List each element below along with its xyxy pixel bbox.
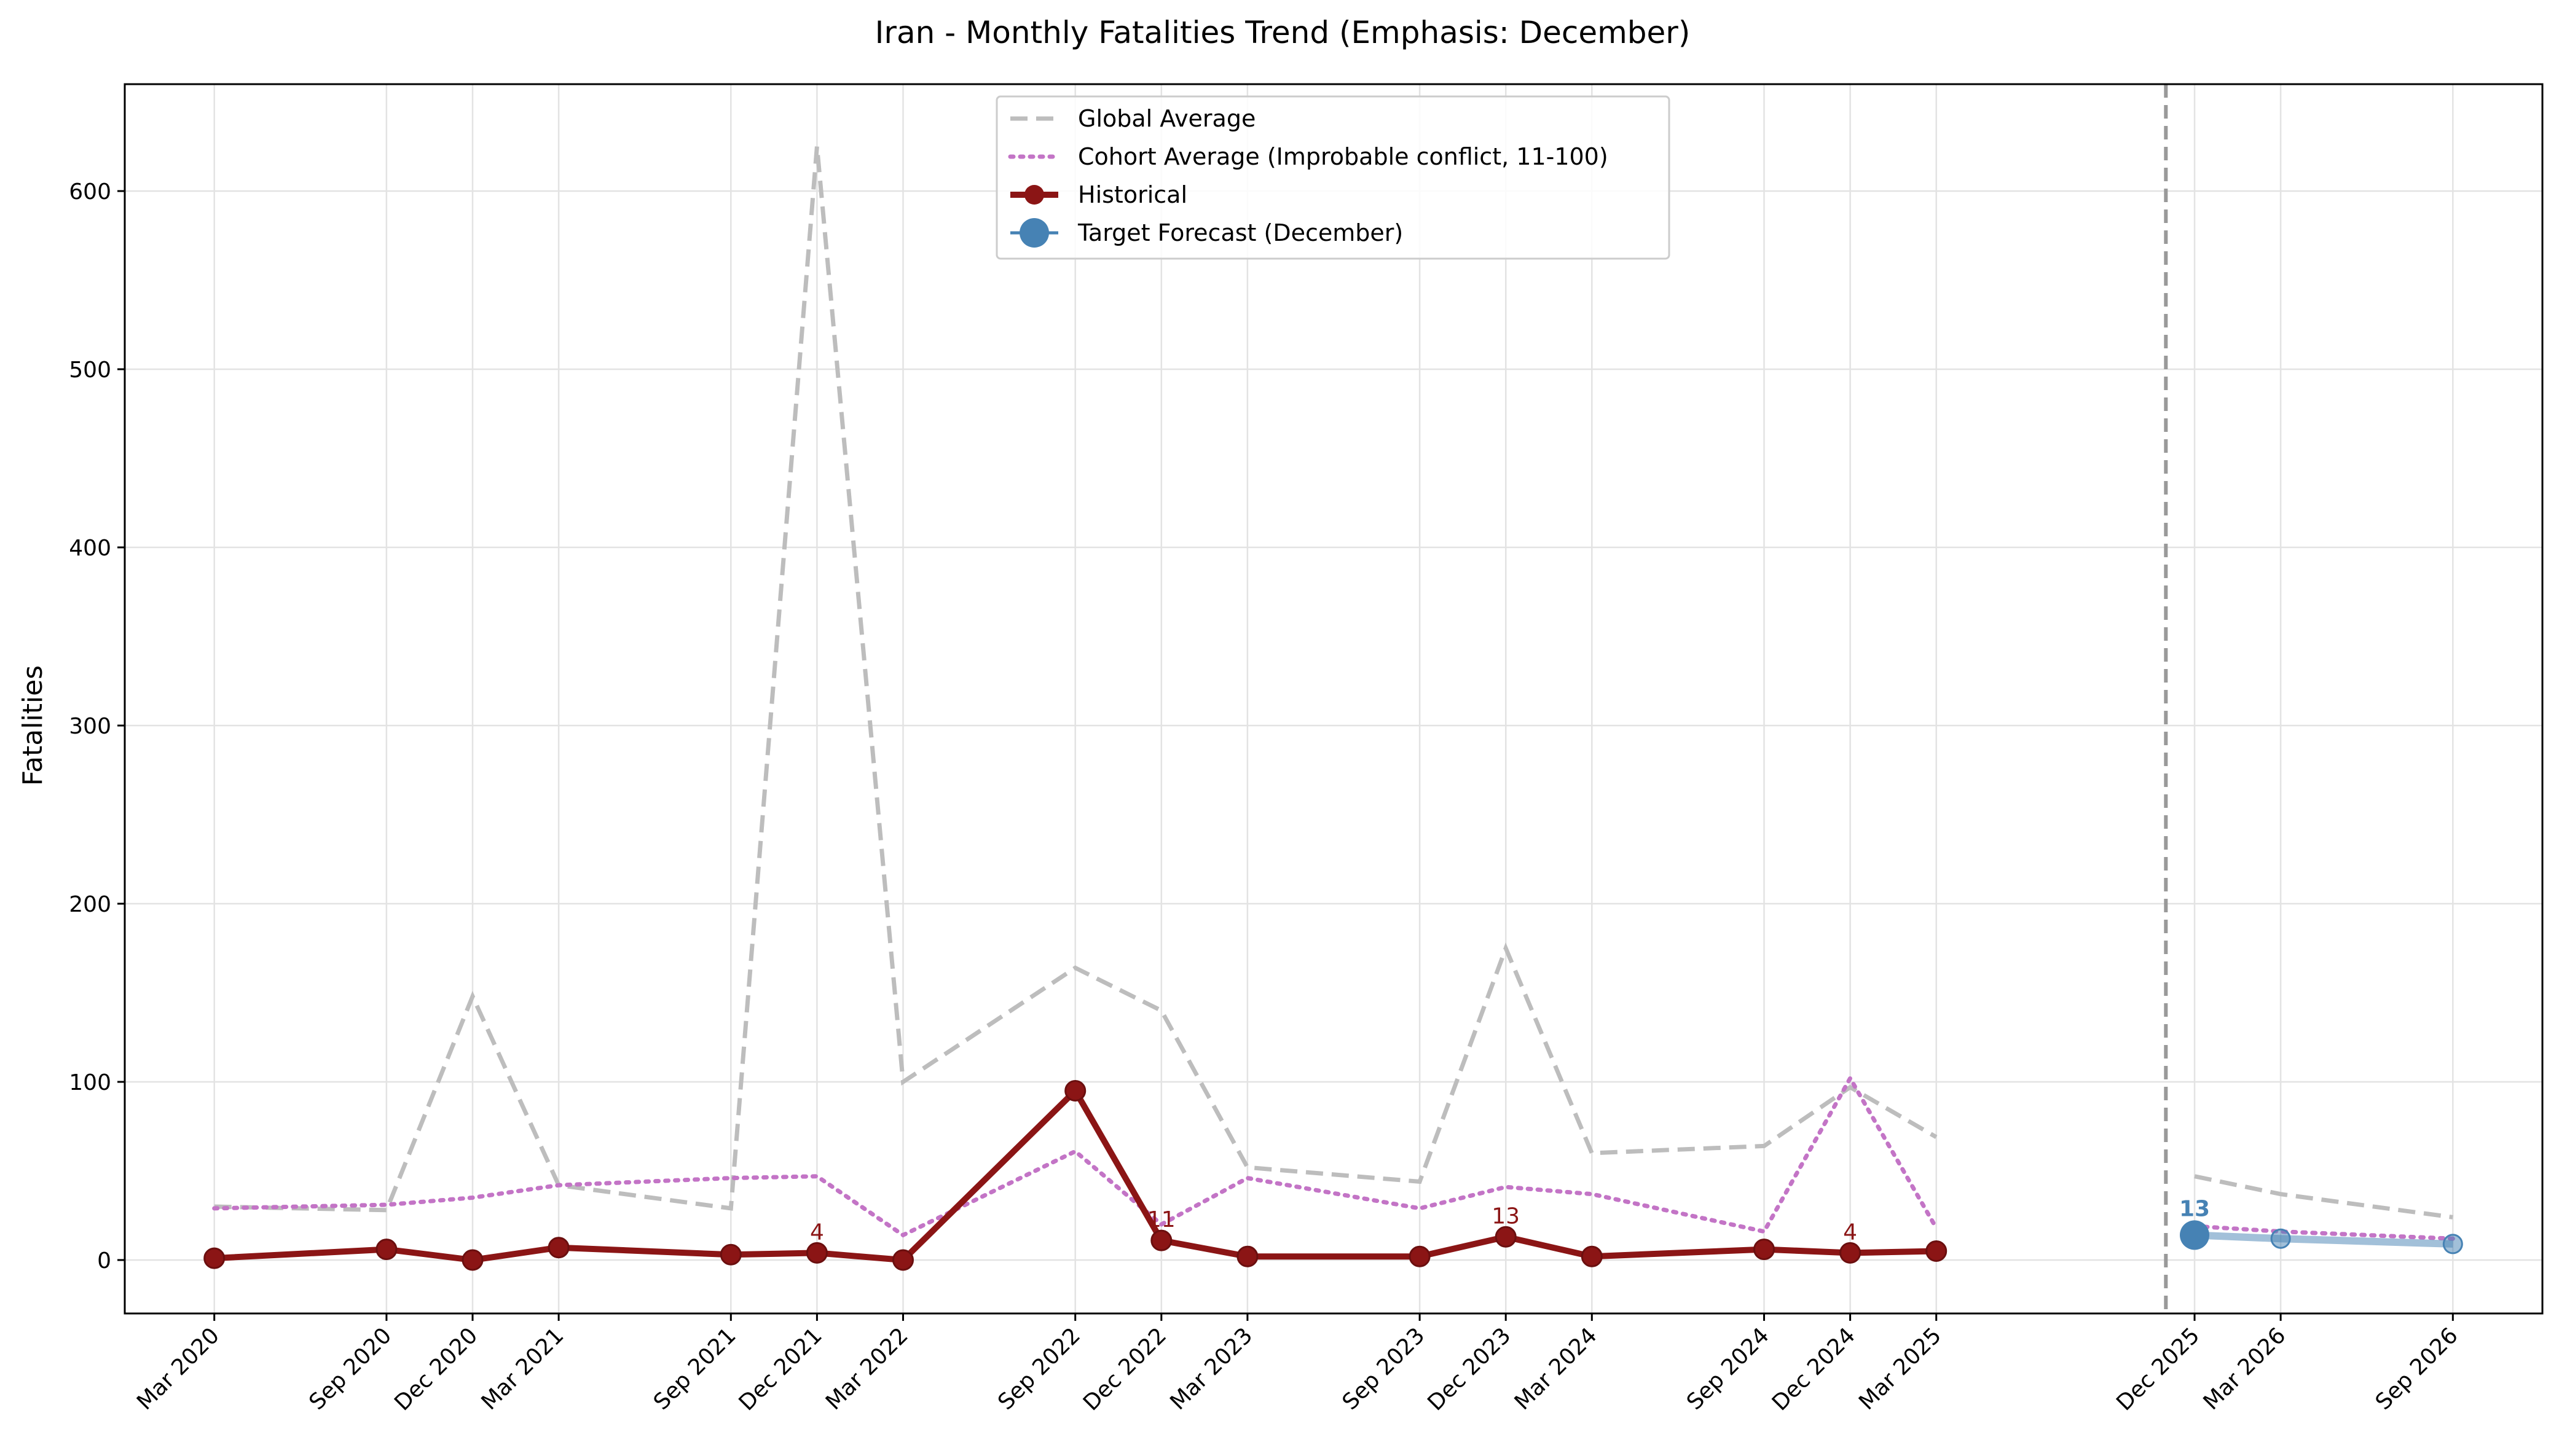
y-tick-label: 500 [69, 358, 111, 383]
legend-entry-label: Global Average [1078, 105, 1256, 132]
legend-marker-target-forecast [1020, 218, 1049, 248]
y-tick-label: 200 [69, 892, 111, 917]
historical-point [548, 1237, 570, 1259]
historical-point [1839, 1242, 1861, 1264]
historical-point [1236, 1245, 1259, 1267]
series-layer: 4 11 13 4 13 [203, 84, 2463, 1313]
historical-point [375, 1239, 398, 1261]
historical-point [462, 1249, 484, 1271]
historical-point [1064, 1080, 1087, 1102]
y-tick-label: 300 [69, 714, 111, 739]
legend-marker-historical [1024, 185, 1044, 205]
historical-point [1753, 1239, 1775, 1261]
y-tick-label: 400 [69, 536, 111, 561]
legend-entry-label: Historical [1078, 181, 1187, 208]
forecast-point [2270, 1228, 2291, 1249]
legend-entry-label: Target Forecast (December) [1077, 219, 1403, 246]
y-axis-label: Fatalities [17, 665, 49, 786]
historical-point [1495, 1226, 1517, 1248]
legend: Global Average Cohort Average (Improbable… [996, 95, 1670, 260]
y-tick-label: 600 [69, 179, 111, 205]
forecast-line-cohort-average [2192, 1224, 2455, 1241]
historical-point [892, 1249, 914, 1271]
forecast-line-global-average [2194, 1174, 2453, 1219]
series-line-cohort-average [212, 1074, 1939, 1238]
historical-point [1925, 1240, 1948, 1262]
data-label: 13 [2179, 1196, 2210, 1221]
historical-point [1409, 1245, 1431, 1267]
historical-point [806, 1242, 828, 1264]
forecast-point [2442, 1234, 2463, 1254]
historical-point [1581, 1245, 1603, 1267]
plot-frame [124, 83, 2544, 1315]
historical-point [203, 1247, 226, 1269]
grid [125, 84, 2542, 1313]
legend-box [996, 95, 1670, 260]
data-label: 4 [810, 1219, 824, 1245]
series-line-global-average [214, 146, 1938, 1213]
target-forecast-point [2179, 1220, 2209, 1250]
y-tick-label: 100 [69, 1070, 111, 1095]
legend-entry-label: Cohort Average (Improbable conflict, 11-… [1078, 143, 1608, 170]
chart-title: Iran - Monthly Fatalities Trend (Emphasi… [875, 15, 1691, 50]
historical-point [1150, 1229, 1173, 1251]
y-tick-label: 0 [97, 1248, 111, 1274]
data-label: 11 [1147, 1207, 1176, 1232]
data-label: 4 [1843, 1219, 1857, 1245]
data-label: 13 [1492, 1204, 1520, 1229]
series-line-historical [214, 1087, 1936, 1263]
historical-point [720, 1243, 742, 1266]
